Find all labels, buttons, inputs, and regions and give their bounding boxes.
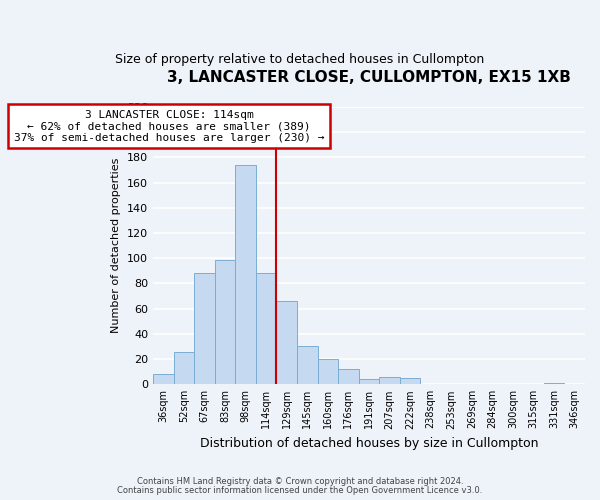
Bar — [235, 165, 256, 384]
X-axis label: Distribution of detached houses by size in Cullompton: Distribution of detached houses by size … — [200, 437, 538, 450]
Bar — [256, 274, 277, 384]
Title: 3, LANCASTER CLOSE, CULLOMPTON, EX15 1XB: 3, LANCASTER CLOSE, CULLOMPTON, EX15 1XB — [167, 70, 571, 85]
Bar — [379, 376, 400, 384]
Text: 3 LANCASTER CLOSE: 114sqm
← 62% of detached houses are smaller (389)
37% of semi: 3 LANCASTER CLOSE: 114sqm ← 62% of detac… — [14, 110, 324, 142]
Bar — [153, 374, 173, 384]
Bar — [194, 274, 215, 384]
Bar — [400, 378, 421, 384]
Text: Contains public sector information licensed under the Open Government Licence v3: Contains public sector information licen… — [118, 486, 482, 495]
Bar — [215, 260, 235, 384]
Text: Size of property relative to detached houses in Cullompton: Size of property relative to detached ho… — [115, 52, 485, 66]
Y-axis label: Number of detached properties: Number of detached properties — [112, 158, 121, 334]
Bar — [359, 380, 379, 384]
Bar — [173, 352, 194, 384]
Bar — [317, 359, 338, 384]
Bar — [297, 346, 317, 385]
Bar — [544, 383, 565, 384]
Bar — [277, 301, 297, 384]
Bar — [338, 369, 359, 384]
Text: Contains HM Land Registry data © Crown copyright and database right 2024.: Contains HM Land Registry data © Crown c… — [137, 477, 463, 486]
